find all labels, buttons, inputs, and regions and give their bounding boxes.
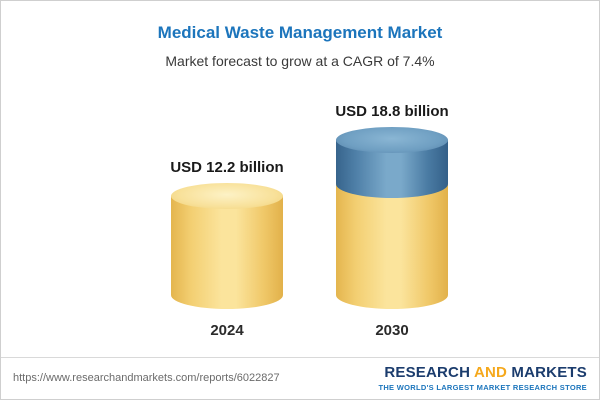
cylinder-top-2030 (336, 127, 448, 153)
category-label-2024: 2024 (210, 322, 244, 339)
source-url: https://www.researchandmarkets.com/repor… (13, 372, 280, 384)
bar-group-2024: USD 12.2 billion 2024 (170, 91, 283, 341)
cylinder-top-2024 (171, 183, 283, 209)
cylinder-body-2024 (171, 196, 283, 309)
research-and-markets-logo: RESEARCH AND MARKETS THE WORLD'S LARGEST… (378, 364, 587, 392)
bar-value-label-2030: USD 18.8 billion (335, 103, 449, 120)
footer: https://www.researchandmarkets.com/repor… (1, 357, 599, 399)
bar-group-2030: USD 18.8 billion 2030 (335, 91, 448, 341)
logo-word-research: RESEARCH (384, 364, 471, 381)
bar-cylinder-2024 (171, 183, 283, 309)
bar-cylinder-2030 (336, 127, 448, 309)
logo-text: RESEARCH AND MARKETS (378, 364, 587, 381)
logo-tagline: THE WORLD'S LARGEST MARKET RESEARCH STOR… (378, 383, 587, 392)
cylinder-base-segment-2030 (336, 184, 448, 309)
logo-word-markets: MARKETS (511, 364, 587, 381)
plot-area: USD 12.2 billion 2024 USD 18.8 billion 2… (1, 91, 599, 341)
chart-title: Medical Waste Management Market (157, 23, 443, 42)
chart-subtitle: Market forecast to grow at a CAGR of 7.4… (165, 53, 435, 69)
bar-value-label-2024: USD 12.2 billion (170, 159, 284, 176)
logo-word-and: AND (473, 364, 508, 381)
category-label-2030: 2030 (375, 322, 409, 339)
